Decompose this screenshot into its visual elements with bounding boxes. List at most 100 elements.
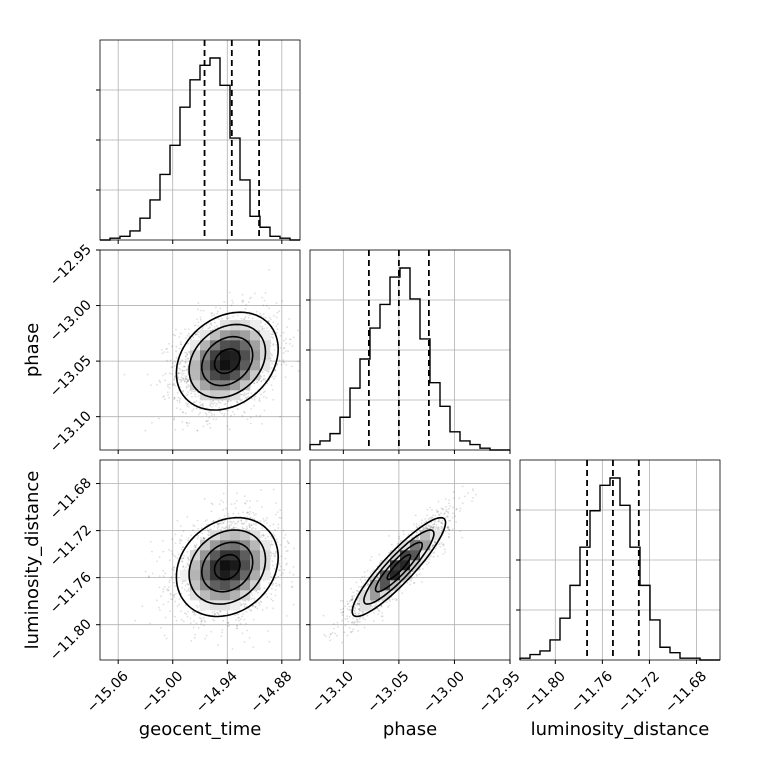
sample-point [199,408,201,411]
sample-point [253,397,256,399]
contour-level-2 [200,335,254,387]
sample-point [245,622,247,625]
sample-point [289,338,292,341]
sample-point [233,526,235,529]
sample-point [219,410,222,413]
density-bin [210,390,221,401]
sample-point [203,619,206,622]
sample-point [414,514,417,517]
contour-level-3 [188,323,267,399]
sample-point [232,520,235,523]
sample-point [246,512,248,514]
sample-point [230,523,233,526]
sample-point [182,565,185,568]
sample-point [219,401,222,404]
sample-point [264,378,267,380]
sample-point [171,538,174,541]
sample-point [176,399,179,402]
sample-point [280,517,282,519]
sample-point [187,402,190,405]
sample-point [256,381,258,384]
sample-point [250,392,253,395]
sample-point [260,536,262,539]
panel-frame [99,459,301,661]
density-bin [230,340,241,351]
sample-point [218,523,221,525]
sample-point [292,566,295,568]
sample-point [401,592,404,595]
sample-point [245,393,248,395]
sample-point [178,598,181,600]
sample-point [177,376,179,378]
sample-point [202,403,204,405]
sample-point [217,613,220,616]
sample-point [183,554,186,557]
density-bin [220,360,231,371]
density-bin [190,580,201,591]
sample-point [252,646,255,648]
sample-point [291,586,294,588]
sample-point [219,610,222,613]
sample-point [256,310,258,313]
sample-point [201,404,204,406]
sample-point [261,327,264,330]
sample-point [210,630,213,633]
sample-point [227,622,230,624]
sample-point [224,402,227,405]
sample-point [181,560,184,563]
sample-point [250,296,253,299]
sample-point [302,538,304,540]
sample-point [287,541,290,544]
sample-point [188,328,190,331]
density-bin [240,540,251,551]
sample-point [214,455,216,457]
sample-point [194,633,197,636]
sample-point [274,577,277,580]
density-bin [250,550,261,561]
sample-point [218,401,220,404]
sample-point [216,522,219,525]
sample-point [264,592,267,595]
sample-point [159,381,162,384]
sample-point [272,607,274,610]
sample-point [182,546,185,548]
density-bin [210,570,221,581]
sample-point [231,521,234,524]
sample-point [200,527,203,529]
sample-point [213,613,216,615]
sample-point [217,317,220,320]
sample-point [304,547,306,549]
sample-point [197,321,200,324]
sample-point [210,502,213,505]
sample-point [451,516,454,519]
sample-point [176,519,179,522]
sample-point [214,321,216,324]
sample-point [163,395,166,397]
sample-point [278,569,280,572]
sample-point [200,623,203,625]
sample-point [158,379,161,382]
sample-point [195,400,198,402]
sample-point [262,517,265,520]
sample-point [217,524,219,526]
joint-content [310,460,510,660]
sample-point [261,422,263,425]
density-bin [190,570,201,581]
sample-point [182,428,184,431]
sample-point [262,391,265,394]
sample-point [193,620,195,622]
sample-point [187,469,189,471]
sample-point [179,368,182,371]
sample-point [228,317,230,319]
sample-point [364,610,367,612]
sample-point [256,381,259,383]
sample-point [190,338,193,341]
sample-point [303,345,305,347]
density-bin [260,570,271,581]
sample-point [197,302,200,304]
sample-point [425,527,428,530]
histogram-panel-luminosity_distance [519,459,721,661]
sample-point [304,542,306,544]
sample-point [255,414,258,417]
density-bin [210,340,221,351]
